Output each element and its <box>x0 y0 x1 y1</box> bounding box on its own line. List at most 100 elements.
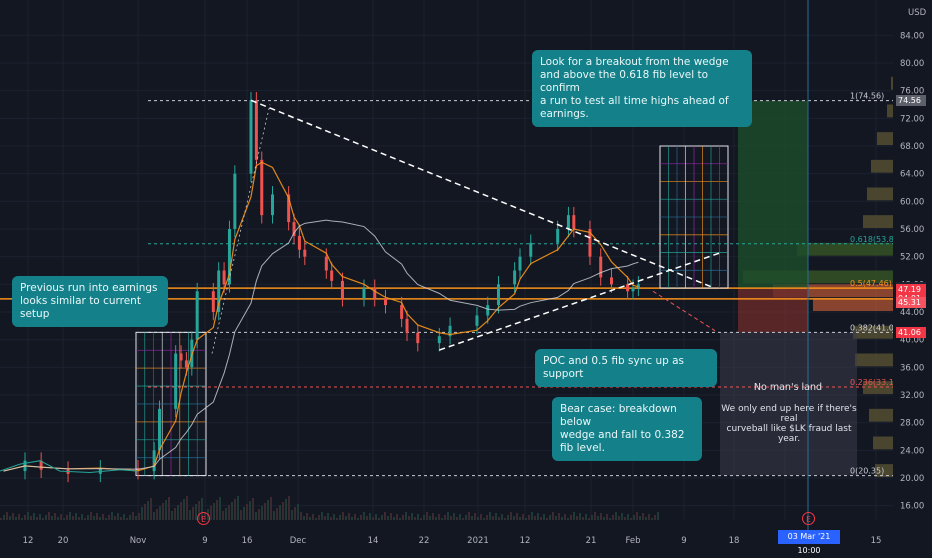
price-tick-label: 80.00 <box>900 59 924 69</box>
volume-bar <box>303 516 305 520</box>
fib-level-label: 0.618(53.86) <box>850 235 902 244</box>
volume-bar <box>426 512 428 520</box>
price-tick-label: 64.00 <box>900 170 924 180</box>
volume-bar <box>165 500 167 520</box>
volume-bar <box>621 513 623 520</box>
volume-bar <box>642 513 644 520</box>
earnings-event-icon[interactable]: E <box>197 512 210 525</box>
volume-bar <box>72 516 74 520</box>
time-tick-label: 12 <box>23 536 34 546</box>
volume-bar <box>573 512 575 520</box>
volume-bar <box>282 502 284 520</box>
volume-bar <box>57 517 59 520</box>
volume-bar <box>120 517 122 520</box>
volume-bar <box>441 518 443 520</box>
volume-bar <box>603 517 605 520</box>
volume-bar <box>237 496 239 520</box>
volume-bar <box>519 517 521 520</box>
volume-bar <box>201 498 203 520</box>
candle-body <box>292 222 296 236</box>
volume-bar <box>285 499 287 520</box>
volume-bar <box>540 517 542 520</box>
volume-bar <box>156 509 158 520</box>
volume-bar <box>234 499 236 520</box>
volume-bar <box>456 517 458 520</box>
volume-bar <box>273 511 275 520</box>
volume-bar <box>189 510 191 520</box>
volume-bar <box>549 515 551 520</box>
volume-bar <box>294 507 296 520</box>
volume-bar <box>498 517 500 520</box>
volume-bar <box>615 512 617 520</box>
volume-bar <box>582 517 584 520</box>
volume-bar <box>492 516 494 520</box>
volume-bar <box>390 513 392 520</box>
volume-bar <box>174 508 176 520</box>
volume-bar <box>552 512 554 520</box>
price-tick-label: 28.00 <box>900 419 924 429</box>
volume-bar <box>249 501 251 520</box>
volume-bar <box>429 516 431 520</box>
volume-bar <box>504 518 506 520</box>
early-price-line <box>0 460 139 473</box>
time-tick-label: 9 <box>681 536 686 546</box>
volume-bar <box>225 508 227 520</box>
candle-body <box>588 229 592 257</box>
volume-bar <box>114 516 116 520</box>
currency-label: USD <box>908 8 927 18</box>
price-tick-label: 36.00 <box>900 363 924 373</box>
price-tick-label: 84.00 <box>900 31 924 41</box>
earnings-event-icon-upcoming[interactable]: E <box>802 512 815 525</box>
volume-bar <box>525 518 527 520</box>
volume-bar <box>624 517 626 520</box>
volume-bar <box>291 510 293 520</box>
time-tick-label: 15 <box>871 536 882 546</box>
candle-body <box>416 332 420 344</box>
fraud-scenario-note: We only end up here if there's real curv… <box>721 404 857 444</box>
candle-body <box>518 256 522 271</box>
volume-bar <box>570 515 572 520</box>
volume-bar <box>279 505 281 520</box>
fib-level-label: 0.382(41.06) <box>850 323 902 332</box>
volume-bar <box>123 514 125 520</box>
volume-profile-bar <box>891 76 893 90</box>
time-tick-label: 2021 <box>467 536 489 546</box>
volume-bar <box>21 518 23 520</box>
fib-level-label: 0.5(47.46) <box>850 279 892 288</box>
top-breakout-note: Look for a breakout from the wedge and a… <box>532 50 752 127</box>
candle-body <box>609 277 613 285</box>
volume-bar <box>381 515 383 520</box>
volume-bar <box>471 516 473 520</box>
volume-bar <box>399 518 401 520</box>
volume-bar <box>240 510 242 520</box>
candle-body <box>174 353 178 409</box>
volume-bar <box>99 517 101 520</box>
candle-body <box>227 229 231 285</box>
candle-body <box>222 270 226 285</box>
volume-bar <box>528 515 530 520</box>
volume-bar <box>495 513 497 520</box>
volume-bar <box>339 515 341 520</box>
long-moving-average-line <box>3 219 639 472</box>
volume-bar <box>54 513 56 520</box>
price-badge: 41.06 <box>896 326 926 338</box>
volume-bar <box>633 515 635 520</box>
volume-bar <box>15 517 17 520</box>
stop-zone <box>738 288 808 333</box>
volume-bar <box>135 516 137 520</box>
volume-bar <box>141 507 143 520</box>
volume-bar <box>630 518 632 520</box>
cursor-date-label: 03 Mar '21 10:00 <box>778 530 840 555</box>
target-zone <box>738 100 808 289</box>
volume-bar <box>648 514 650 520</box>
time-tick-label: 18 <box>729 536 740 546</box>
volume-bar <box>594 512 596 520</box>
volume-bar <box>537 513 539 520</box>
volume-bar <box>162 503 164 520</box>
volume-bar <box>576 516 578 520</box>
volume-bar <box>129 515 131 520</box>
volume-bar <box>297 504 299 520</box>
volume-bar <box>474 513 476 520</box>
candle-body <box>599 256 603 278</box>
